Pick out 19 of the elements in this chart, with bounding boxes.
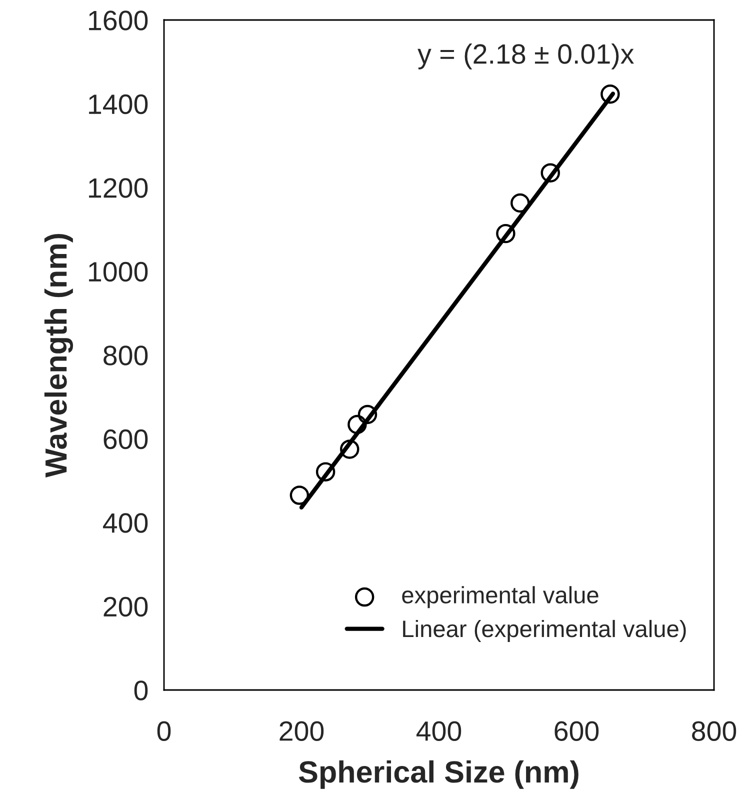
y-tick-label: 800 bbox=[104, 346, 148, 366]
y-tick-label: 0 bbox=[134, 680, 148, 700]
x-axis-title: Spherical Size (nm) bbox=[298, 760, 578, 789]
y-tick-label: 1400 bbox=[89, 94, 148, 114]
y-tick-label: 600 bbox=[104, 429, 148, 450]
x-tick-label: 0 bbox=[157, 721, 171, 741]
y-axis-title: Wavelength (nm) bbox=[44, 234, 74, 478]
y-tick-label: 400 bbox=[103, 513, 148, 533]
legend-label: Linear (experimental value) bbox=[403, 620, 686, 642]
x-tick-label: 800 bbox=[692, 721, 736, 741]
y-tick-label: 200 bbox=[104, 596, 148, 617]
y-tick-label: 1600 bbox=[89, 10, 148, 30]
legend-label: experimental value bbox=[402, 586, 598, 608]
x-tick-label: 200 bbox=[280, 721, 324, 741]
y-tick-label: 1000 bbox=[89, 262, 148, 282]
annotation: y = (2.18 ± 0.01)x bbox=[418, 43, 634, 70]
x-tick-label: 400 bbox=[416, 721, 462, 741]
x-tick-label: 600 bbox=[554, 721, 599, 741]
y-tick-label: 1200 bbox=[89, 178, 148, 198]
